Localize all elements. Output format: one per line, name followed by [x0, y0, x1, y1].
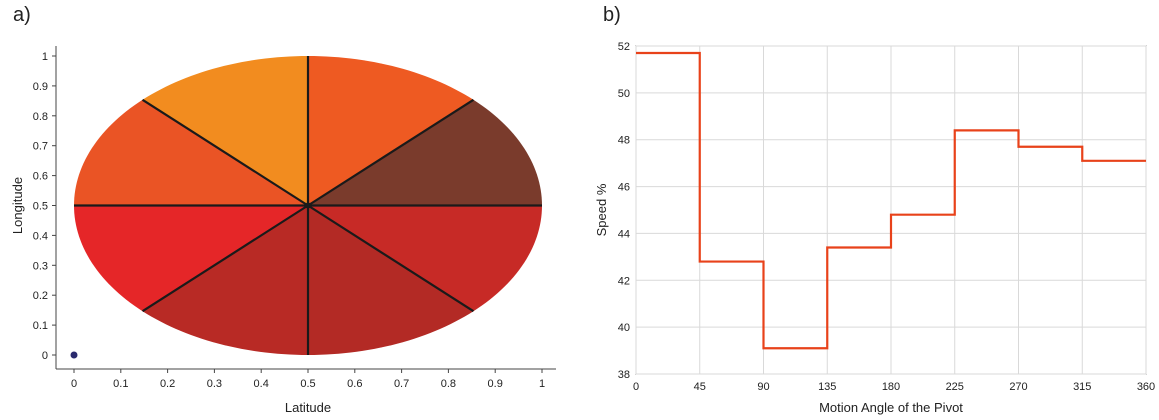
chart-b-ylabel: Speed % [594, 183, 609, 236]
scatter-points [70, 351, 78, 359]
chart-a-x-tick-label: 0.1 [113, 378, 128, 390]
sector-0 [308, 99, 542, 206]
chart-b-x-tick-label: 315 [1073, 381, 1091, 393]
chart-a-axes [55, 46, 556, 370]
chart-a-y-tick-label: 1 [42, 51, 48, 63]
speed-step-line [636, 51, 1146, 350]
ellipse-sectors [74, 56, 542, 355]
chart-b-y-tick-label: 50 [618, 88, 630, 100]
chart-b-grid [635, 45, 1147, 375]
chart-b-y-tick-label: 48 [618, 135, 630, 147]
scatter-point-0 [70, 351, 78, 359]
sector-2 [142, 56, 308, 206]
chart-a-x-tick-label: 0.6 [347, 378, 362, 390]
chart-a-y-tick-label: 0.8 [33, 111, 48, 123]
chart-a-y-ticks: 0 0.1 0.2 0.3 0.4 0.5 0.6 0.7 0.8 0.9 1 [33, 51, 56, 362]
chart-a-x-tick-label: 0.5 [300, 378, 315, 390]
chart-a-y-tick-label: 0.9 [33, 81, 48, 93]
sector-3 [74, 99, 308, 206]
chart-b-y-tick-label: 52 [618, 41, 630, 53]
chart-a-x-tick-label: 0 [71, 378, 77, 390]
chart-a-x-tick-label: 0.4 [254, 378, 269, 390]
chart-a-y-tick-label: 0.7 [33, 141, 48, 153]
chart-a-y-tick-label: 0.6 [33, 171, 48, 183]
sector-7 [308, 205, 542, 312]
chart-b-x-tick-label: 360 [1137, 381, 1155, 393]
chart-b-x-ticks: 0 45 90 135 180 225 270 315 360 [633, 381, 1155, 393]
chart-a-x-tick-label: 1 [539, 378, 545, 390]
panel-a-label: a) [13, 4, 31, 26]
chart-b-x-tick-label: 135 [818, 381, 836, 393]
chart-a-x-tick-label: 0.2 [160, 378, 175, 390]
chart-b-y-ticks: 38 40 42 44 46 48 50 52 [618, 41, 630, 381]
sector-4 [74, 205, 308, 312]
sector-divider-1 [307, 98, 475, 207]
chart-a-ylabel: Longitude [10, 177, 25, 234]
chart-a-y-tick-label: 0.4 [33, 230, 48, 242]
chart-b-y-tick-label: 38 [618, 369, 630, 381]
chart-b-x-tick-label: 225 [946, 381, 964, 393]
chart-b-x-tick-label: 45 [694, 381, 706, 393]
sector-divider-5 [141, 204, 309, 313]
chart-a-x-tick-label: 0.9 [488, 378, 503, 390]
chart-a-ellipse: 0 0.1 0.2 0.3 0.4 0.5 0.6 0.7 0.8 0.9 1 0 0.1 0.2 0.3… [10, 46, 556, 415]
chart-b-x-tick-label: 0 [633, 381, 639, 393]
sector-divider-3 [141, 98, 309, 207]
chart-a-x-tick-label: 0.8 [441, 378, 456, 390]
chart-a-y-tick-label: 0.5 [33, 201, 48, 213]
sector-6 [308, 205, 474, 355]
chart-b-xlabel: Motion Angle of the Pivot [819, 400, 963, 415]
chart-b-line: 0 45 90 135 180 225 270 315 360 38 40 42 44 46 48 50 52… [594, 41, 1155, 415]
sector-divider-7 [307, 204, 475, 313]
center-point [305, 202, 311, 209]
chart-b-y-tick-label: 46 [618, 182, 630, 194]
sector-5 [142, 205, 308, 355]
chart-b-y-tick-label: 40 [618, 322, 630, 334]
chart-b-x-tick-label: 90 [757, 381, 769, 393]
chart-b-x-tick-label: 180 [882, 381, 900, 393]
chart-a-x-ticks: 0 0.1 0.2 0.3 0.4 0.5 0.6 0.7 0.8 0.9 1 [71, 369, 545, 390]
chart-a-x-tick-label: 0.7 [394, 378, 409, 390]
chart-b-y-tick-label: 42 [618, 275, 630, 287]
panel-b-label: b) [603, 4, 621, 26]
chart-a-x-tick-label: 0.3 [207, 378, 222, 390]
chart-a-y-tick-label: 0.1 [33, 320, 48, 332]
chart-a-xlabel: Latitude [285, 400, 331, 415]
chart-b-x-tick-label: 270 [1009, 381, 1027, 393]
chart-a-y-tick-label: 0.2 [33, 290, 48, 302]
sector-1 [308, 56, 474, 206]
chart-b-y-tick-label: 44 [618, 228, 630, 240]
sector-divider-lines [74, 56, 542, 355]
chart-a-y-tick-label: 0.3 [33, 260, 48, 272]
chart-a-y-tick-label: 0 [42, 350, 48, 362]
